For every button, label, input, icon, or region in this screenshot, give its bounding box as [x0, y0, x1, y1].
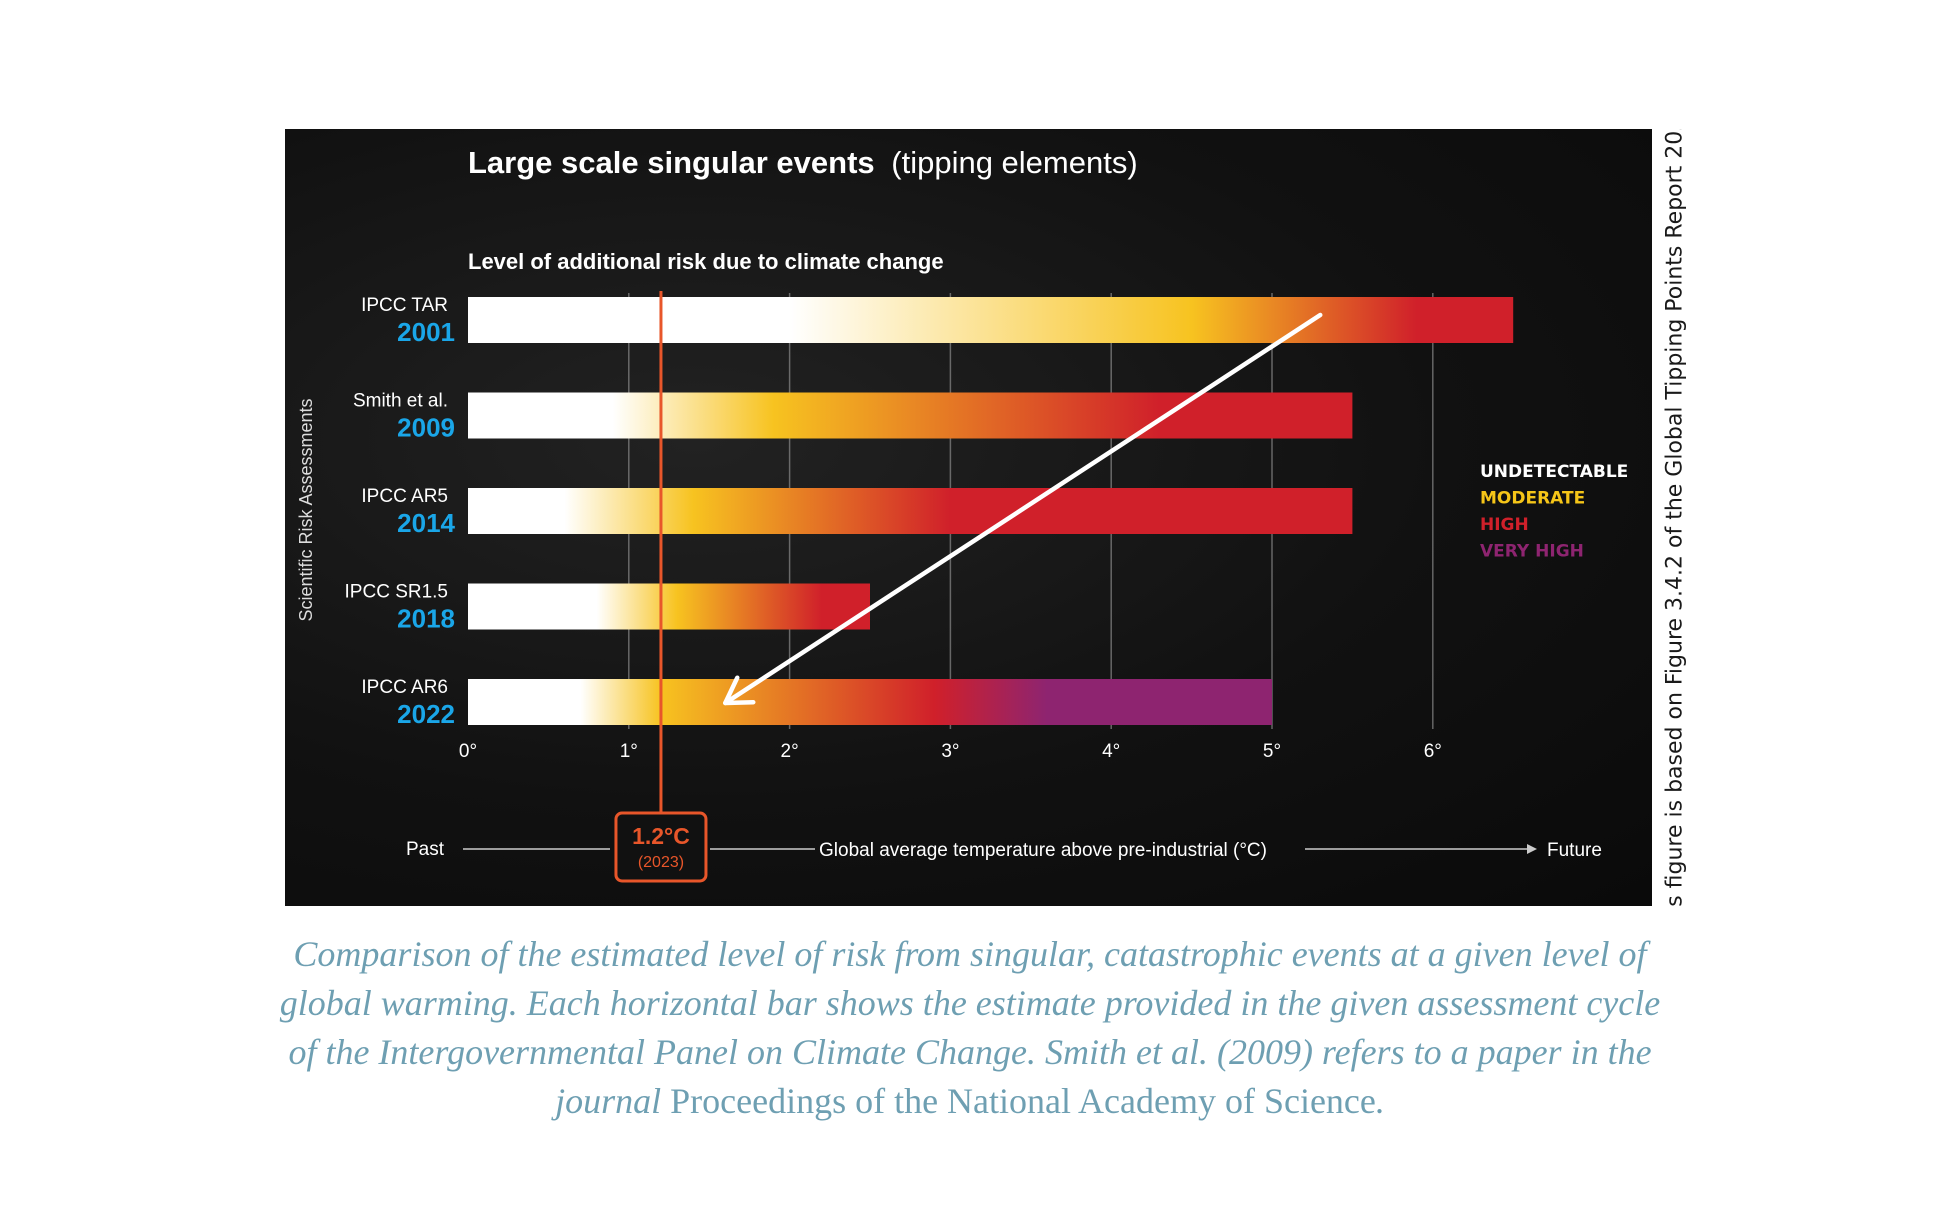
chart-title: Large scale singular events (tipping ele… [468, 145, 1138, 180]
caption-journal: Proceedings of the National Academy of S… [670, 1081, 1376, 1121]
category-year-label: 2018 [397, 604, 455, 634]
x-axis-past-label: Past [406, 839, 445, 860]
bars [468, 297, 1514, 725]
marker-sublabel: (2023) [638, 854, 684, 871]
legend-item: VERY HIGH [1480, 542, 1584, 562]
trend-arrow-line [723, 312, 1323, 706]
bar-2018 [468, 583, 870, 630]
bar-2009 [468, 392, 1353, 439]
x-tick-label: 2° [781, 741, 799, 762]
chart-title-main: Large scale singular events [468, 145, 875, 180]
figure-credit-text: This figure is based on Figure 3.4.2 of … [1662, 129, 1688, 906]
caption-end: . [1375, 1081, 1385, 1121]
x-tick-label: 0° [459, 741, 477, 762]
bar-2022 [468, 679, 1272, 725]
x-tick-labels: 0° 1° 2° 3° 4° 5° 6° [459, 741, 1442, 762]
temperature-marker: 1.2°C (2023) [614, 291, 708, 883]
x-tick-label: 4° [1102, 741, 1120, 762]
x-tick-label: 6° [1424, 741, 1442, 762]
x-tick-label: 3° [941, 741, 959, 762]
category-source-label: Smith et al. [353, 391, 448, 412]
marker-box [614, 811, 708, 883]
x-axis-title: Global average temperature above pre-ind… [819, 840, 1267, 861]
category-source-label: IPCC TAR [361, 295, 448, 316]
category-source-label: IPCC AR6 [361, 677, 448, 698]
bar-2001 [468, 297, 1514, 343]
chart-title-suffix: (tipping elements) [891, 145, 1137, 180]
category-year-label: 2001 [397, 317, 455, 347]
x-axis-arrowhead [1527, 844, 1537, 854]
y-axis-label: Scientific Risk Assessments [296, 398, 316, 621]
legend-item: MODERATE [1480, 489, 1585, 509]
legend-item: HIGH [1480, 515, 1529, 535]
marker-label: 1.2°C [632, 823, 690, 849]
bar-2014 [468, 488, 1353, 534]
risk-chart: Large scale singular events (tipping ele… [296, 145, 1628, 883]
figure-credit: This figure is based on Figure 3.4.2 of … [1657, 129, 1693, 906]
chart-subtitle: Level of additional risk due to climate … [468, 249, 944, 274]
category-year-label: 2022 [397, 699, 455, 729]
figure-caption: Comparison of the estimated level of ris… [270, 930, 1670, 1126]
trend-arrow [723, 312, 1323, 706]
x-tick-label: 1° [620, 741, 638, 762]
caption-main: Comparison of the estimated level of ris… [279, 934, 1661, 1121]
category-source-label: IPCC SR1.5 [345, 582, 448, 603]
category-year-label: 2014 [397, 508, 455, 538]
legend: UNDETECTABLE MODERATE HIGH VERY HIGH [1480, 462, 1628, 562]
category-source-label: IPCC AR5 [361, 486, 448, 507]
legend-item: UNDETECTABLE [1480, 462, 1628, 482]
x-axis-footer: Past Global average temperature above pr… [406, 839, 1602, 861]
chart-panel: Large scale singular events (tipping ele… [285, 129, 1652, 906]
x-axis-future-label: Future [1547, 840, 1602, 861]
x-tick-label: 5° [1263, 741, 1281, 762]
trend-arrow-head [723, 675, 756, 706]
category-year-label: 2009 [397, 413, 455, 443]
